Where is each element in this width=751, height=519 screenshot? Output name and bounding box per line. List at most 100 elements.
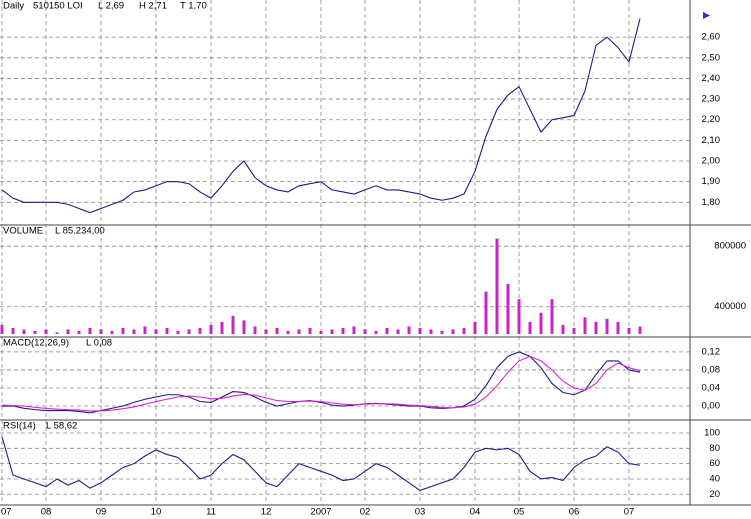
x-tick-label: 10: [151, 507, 162, 518]
y-tick-label: 0,04: [702, 382, 721, 393]
line-series: [1, 355, 641, 412]
volume-bar: [231, 315, 235, 334]
volume-bar: [66, 329, 70, 334]
volume-bar: [594, 321, 598, 334]
panel-title: RSI(14): [3, 421, 36, 432]
x-tick-label: 02: [360, 507, 371, 518]
y-tick-label: 2,10: [702, 135, 721, 146]
volume-bar: [132, 329, 136, 334]
y-tick-label: 2,60: [702, 32, 721, 43]
volume-bar: [352, 326, 356, 334]
volume-bar: [209, 324, 213, 334]
y-tick-label: 800000: [714, 241, 746, 252]
stat-label: L 85.234,00: [55, 226, 105, 237]
volume-bar: [385, 327, 389, 334]
volume-bar: [627, 327, 631, 334]
y-tick-label: 40: [709, 473, 720, 484]
volume-bar: [330, 329, 334, 334]
stat-label: L 0,08: [86, 338, 112, 349]
volume-bar: [407, 326, 411, 334]
volume-bar: [187, 329, 191, 334]
volume-bar: [0, 324, 4, 334]
volume-bar: [605, 318, 609, 334]
volume-bar: [22, 329, 26, 334]
x-tick-label: 04: [470, 507, 481, 518]
volume-bar: [121, 327, 125, 334]
y-tick-label: 100: [704, 428, 720, 439]
volume-bar: [319, 330, 323, 334]
volume-bar: [616, 321, 620, 334]
volume-bar: [110, 330, 114, 334]
panel-title: Daily: [3, 1, 24, 12]
volume-bar: [297, 329, 301, 334]
volume-bar: [275, 327, 279, 334]
x-tick-label: 2007: [310, 507, 331, 518]
x-tick-label: 08: [41, 507, 52, 518]
x-tick-label: 03: [415, 507, 426, 518]
y-tick-label: 1,80: [702, 197, 721, 208]
y-tick-label: 0,00: [702, 401, 721, 412]
volume-bar: [143, 326, 147, 334]
y-tick-label: 2,30: [702, 94, 721, 105]
stat-label: H 2,71: [139, 1, 167, 12]
volume-bar: [396, 329, 400, 334]
y-tick-label: 0,08: [702, 364, 721, 375]
y-tick-label: 400000: [714, 301, 746, 312]
last-price-marker: [703, 12, 710, 19]
line-series: [1, 18, 641, 214]
y-tick-label: 60: [709, 458, 720, 469]
volume-bar: [418, 327, 422, 334]
volume-bar: [561, 324, 565, 334]
volume-bar: [583, 317, 587, 334]
volume-bar: [550, 299, 554, 334]
volume-bar: [55, 332, 59, 334]
volume-bar: [154, 329, 158, 334]
stat-label: L 2,69: [98, 1, 124, 12]
x-tick-label: 11: [206, 507, 216, 518]
volume-bar: [242, 320, 246, 334]
volume-bar: [286, 330, 290, 334]
volume-bar: [341, 327, 345, 334]
volume-bar: [198, 327, 202, 334]
y-tick-label: 20: [709, 489, 720, 500]
line-series: [1, 436, 641, 492]
symbol: 510150 LOI: [33, 1, 83, 12]
panel-title: MACD(12,26,9): [3, 338, 69, 349]
line-series: [2, 351, 641, 414]
volume-bar: [473, 321, 477, 334]
volume-bar: [253, 326, 257, 334]
y-tick-label: 2,20: [702, 114, 721, 125]
panel-title: VOLUME: [3, 226, 43, 237]
volume-bar: [517, 299, 521, 334]
volume-bar: [363, 329, 367, 334]
stat-label: L 58,62: [46, 421, 77, 432]
volume-bar: [462, 327, 466, 334]
volume-bar: [77, 330, 81, 334]
volume-bar: [572, 327, 576, 334]
volume-bar: [88, 327, 92, 334]
volume-bar: [506, 284, 510, 334]
x-tick-label: 06: [569, 507, 580, 518]
volume-bar: [528, 321, 532, 334]
x-tick-label: 09: [96, 507, 107, 518]
y-tick-label: 2,00: [702, 156, 721, 167]
stat-label: T 1,70: [180, 1, 207, 12]
volume-bar: [220, 321, 224, 334]
volume-bar: [374, 330, 378, 334]
y-tick-label: 80: [709, 443, 720, 454]
y-tick-label: 0,12: [702, 346, 721, 357]
volume-bar: [176, 330, 180, 334]
volume-bar: [308, 327, 312, 334]
volume-bar: [440, 330, 444, 334]
y-tick-label: 2,40: [702, 73, 721, 84]
volume-bar: [539, 312, 543, 334]
volume-bar: [495, 238, 499, 334]
volume-bar: [451, 329, 455, 334]
y-tick-label: 2,50: [702, 52, 721, 63]
volume-bar: [484, 291, 488, 334]
volume-bar: [165, 327, 169, 334]
volume-bar: [11, 327, 15, 334]
x-tick-label: 12: [261, 507, 272, 518]
x-tick-label: 05: [514, 507, 525, 518]
